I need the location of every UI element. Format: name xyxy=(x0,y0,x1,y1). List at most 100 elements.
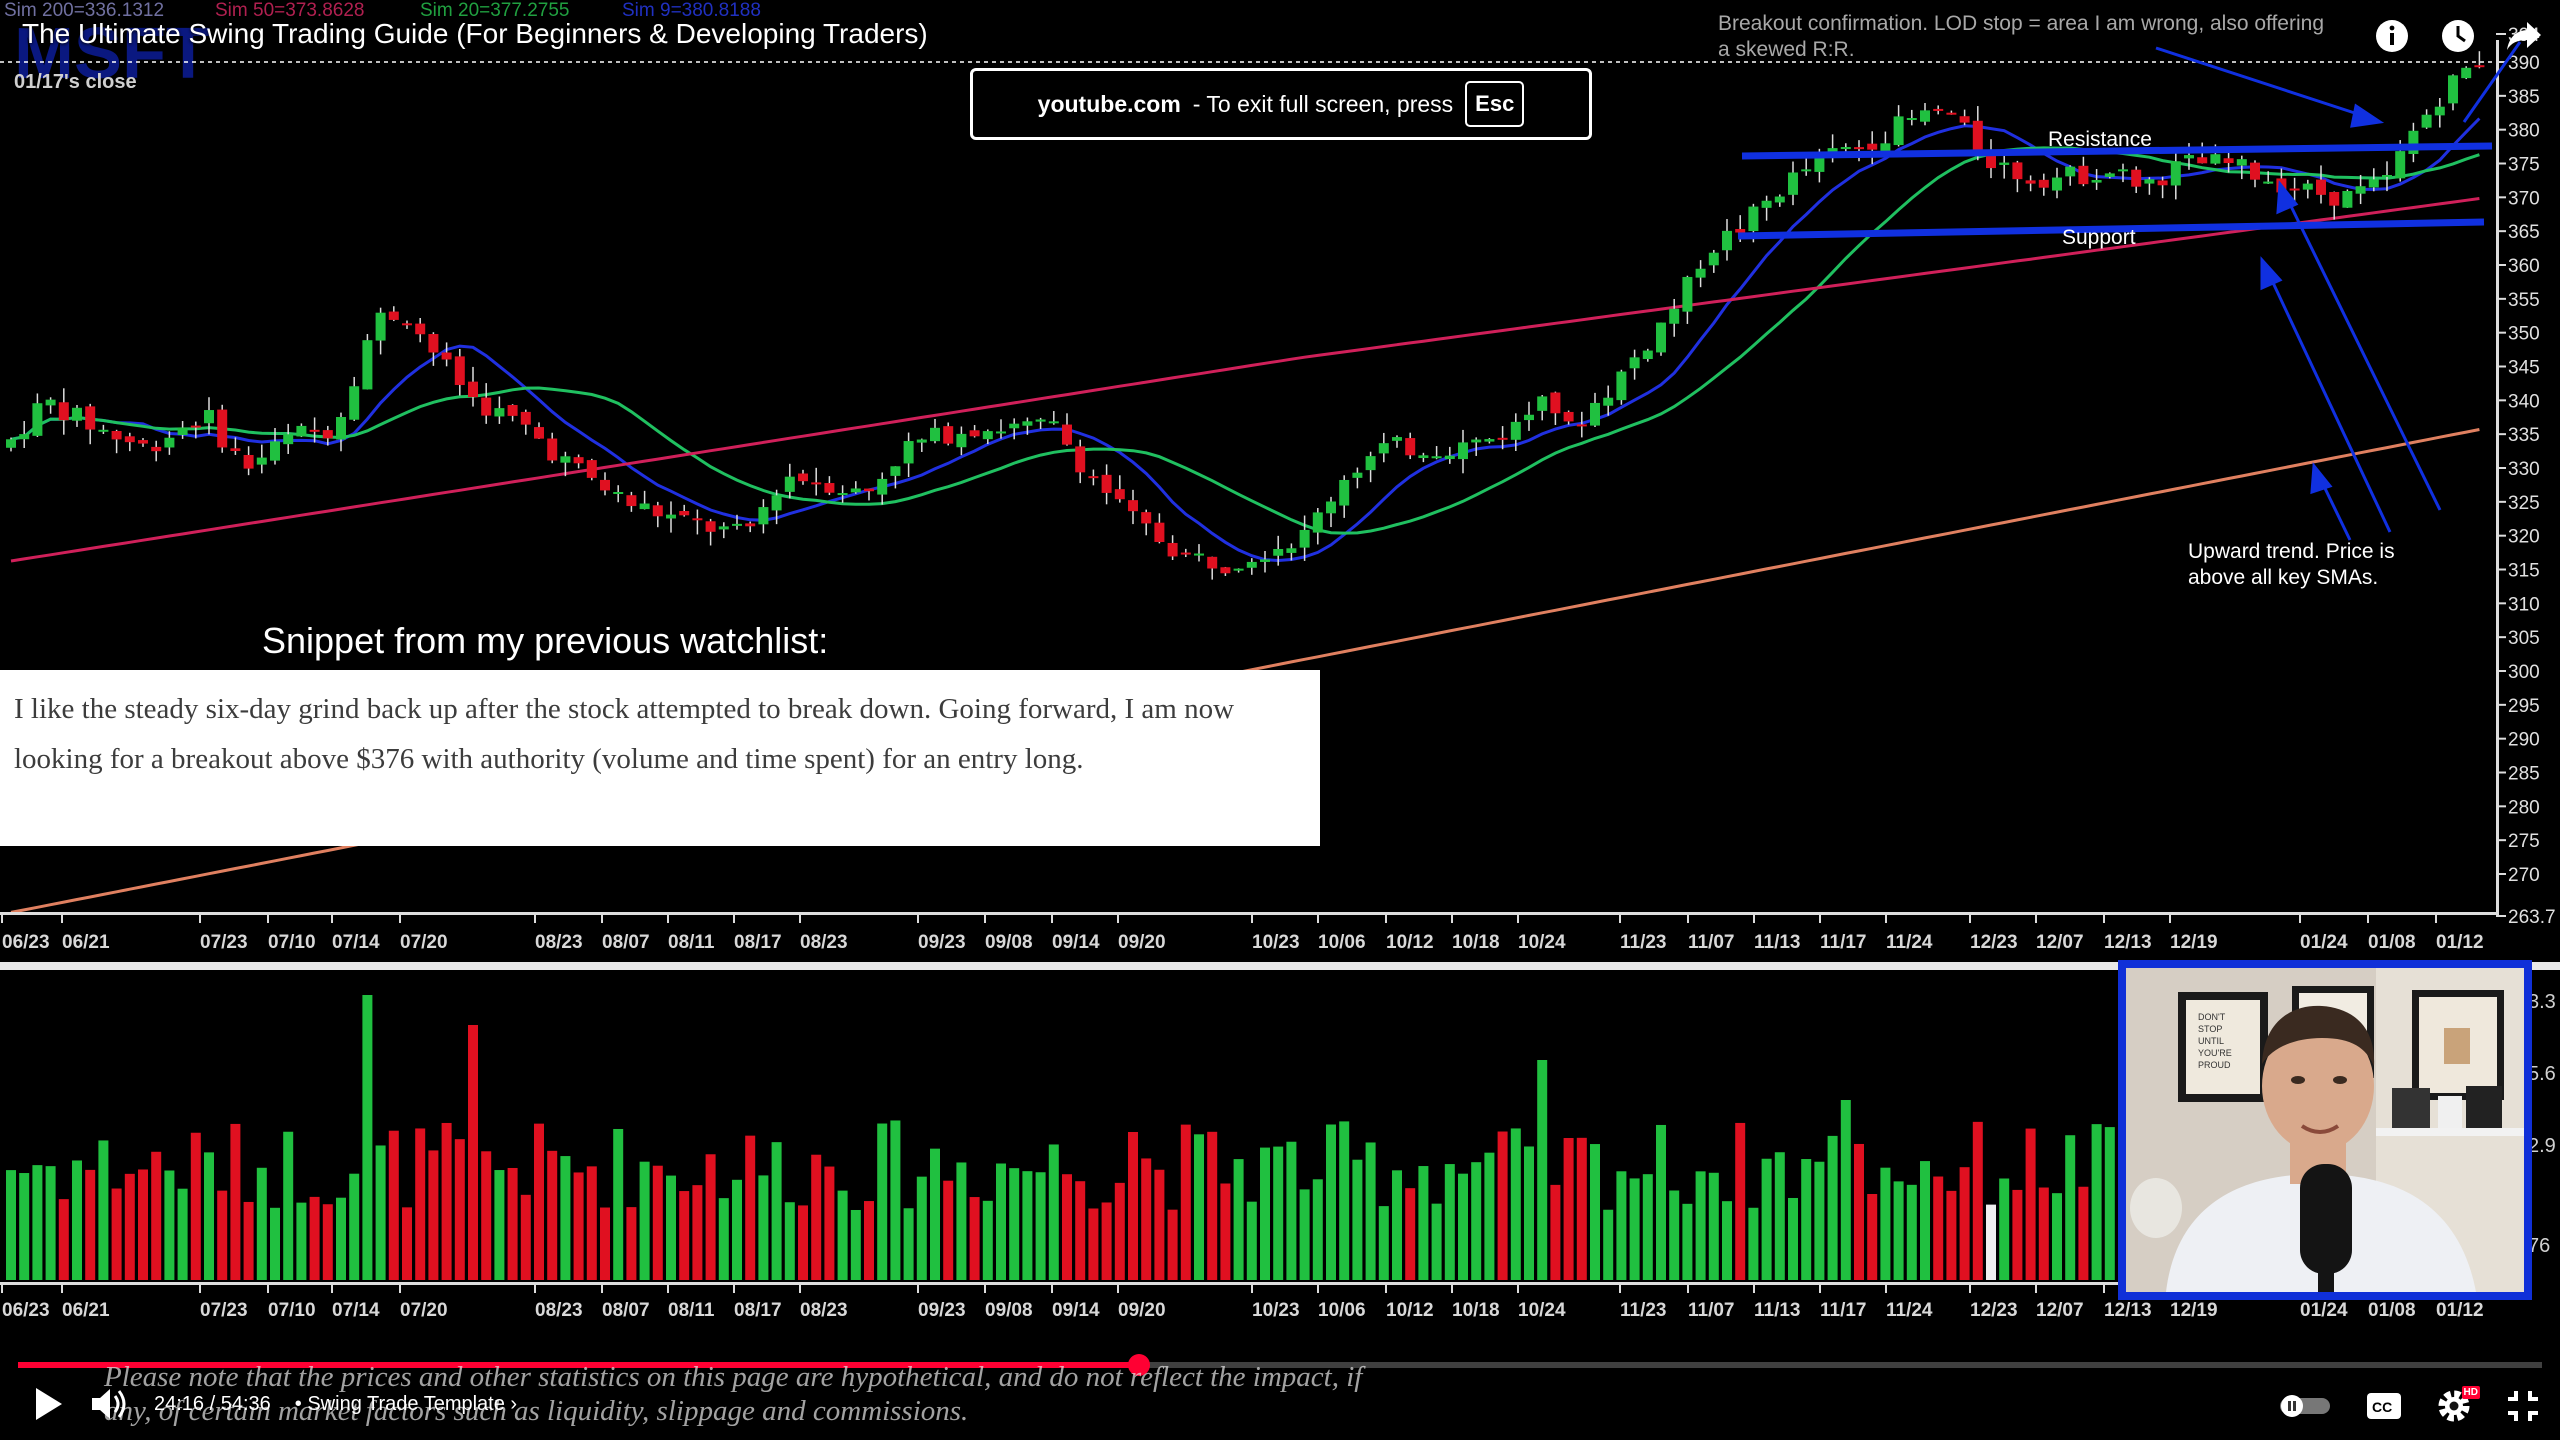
play-icon[interactable] xyxy=(30,1384,66,1424)
date-tick-label: 12/23 xyxy=(1970,1300,2018,1321)
candle-body xyxy=(943,426,954,444)
candle-body xyxy=(85,406,96,430)
candle-body xyxy=(1299,529,1310,548)
candle-body xyxy=(507,405,518,416)
candle-body xyxy=(916,439,927,443)
candle-body xyxy=(2329,192,2340,206)
candle-body xyxy=(2038,179,2049,188)
watchlist-snippet: I like the steady six-day grind back up … xyxy=(0,670,1320,846)
clock-icon[interactable] xyxy=(2436,14,2480,58)
player-controls-right: CC HD xyxy=(2278,1382,2540,1430)
price-tick-label: 350 xyxy=(2508,324,2540,345)
volume-bar xyxy=(692,1185,703,1280)
candle-body xyxy=(1642,350,1653,360)
volume-bar xyxy=(1194,1134,1204,1280)
volume-bar xyxy=(1695,1171,1706,1280)
volume-bar xyxy=(1075,1181,1086,1280)
candle-body xyxy=(481,397,492,416)
candle-body xyxy=(1986,149,1996,169)
candle-body xyxy=(1418,455,1429,459)
volume-bar xyxy=(322,1204,333,1280)
volume-bar xyxy=(679,1191,690,1280)
volume-bar xyxy=(1972,1121,1983,1280)
chapter-title[interactable]: • Swing Trade Template › xyxy=(295,1393,517,1416)
volume-bar xyxy=(1814,1161,1825,1280)
candle-body xyxy=(1761,200,1772,208)
volume-bar xyxy=(1128,1132,1138,1280)
candle-body xyxy=(2434,106,2445,116)
esc-key-badge: Esc xyxy=(1465,81,1525,127)
candle-body xyxy=(1180,552,1191,555)
date-axis-bottom: 06/23 06/21 07/23 07/10 07/14 07/20 08/23 08/07… xyxy=(1,1285,2484,1321)
date-tick-label: 07/14 xyxy=(332,1300,380,1321)
sma-legend-9: Sim 9=380.8188 xyxy=(622,0,761,21)
volume-scale-1: 3.3 xyxy=(2528,991,2556,1013)
candle-body xyxy=(771,495,782,511)
share-icon[interactable] xyxy=(2502,14,2546,58)
watchlist-heading: Snippet from my previous watchlist: xyxy=(262,620,829,661)
candle-body xyxy=(1246,561,1257,568)
volume-bar xyxy=(1827,1135,1838,1280)
candle-body xyxy=(1154,522,1165,542)
date-tick-label: 08/23 xyxy=(535,1300,583,1321)
volume-bar xyxy=(1946,1190,1957,1280)
info-icon[interactable] xyxy=(2370,14,2414,58)
progress-scrubber-handle[interactable] xyxy=(1127,1354,1150,1376)
price-tick-label: 275 xyxy=(2508,831,2540,852)
candle-body xyxy=(1022,421,1033,426)
price-tick-label: 340 xyxy=(2508,391,2540,412)
date-tick-label: 11/13 xyxy=(1754,1300,1801,1321)
candle-body xyxy=(124,436,135,443)
price-tick-label: 263.7 xyxy=(2508,907,2556,928)
video-title[interactable]: The Ultimate Swing Trading Guide (For Be… xyxy=(22,18,928,49)
volume-bar xyxy=(1867,1194,1878,1280)
volume-bar xyxy=(745,1135,756,1280)
volume-bar xyxy=(1312,1179,1323,1280)
volume-bar xyxy=(639,1161,650,1280)
candle-body xyxy=(1326,501,1336,514)
volume-bar xyxy=(1339,1121,1350,1280)
candle-body xyxy=(2170,161,2181,186)
candle-body xyxy=(1840,147,1851,150)
captions-icon[interactable]: CC xyxy=(2366,1392,2402,1420)
resistance-line xyxy=(1741,142,2493,160)
close-date-label: 01/17's close xyxy=(14,71,137,93)
price-tick-label: 370 xyxy=(2508,188,2540,209)
settings-gear-icon[interactable]: HD xyxy=(2436,1386,2480,1424)
volume-bar xyxy=(58,1199,69,1280)
progress-bar[interactable] xyxy=(18,1354,2542,1376)
price-tick-label: 310 xyxy=(2508,594,2540,615)
candle-body xyxy=(2052,177,2062,191)
volume-bar xyxy=(388,1130,399,1280)
candle-body xyxy=(2421,114,2432,128)
candle-body xyxy=(1629,357,1640,369)
volume-bar xyxy=(1431,1203,1442,1280)
date-tick-label: 08/07 xyxy=(602,932,650,953)
price-tick-label: 345 xyxy=(2508,358,2540,379)
date-tick-label: 12/19 xyxy=(2170,932,2218,953)
volume-scale-2: 5.6 xyxy=(2528,1063,2556,1085)
watchlist-text: I like the steady six-day grind back up … xyxy=(14,693,1235,775)
candle-body xyxy=(2382,175,2392,178)
volume-bar xyxy=(2025,1128,2036,1280)
volume-icon[interactable] xyxy=(90,1386,130,1422)
volume-bar xyxy=(1352,1159,1363,1280)
autoplay-toggle-icon[interactable] xyxy=(2278,1394,2332,1418)
volume-bar xyxy=(613,1128,624,1280)
candle-body xyxy=(322,430,333,439)
volume-bar xyxy=(336,1197,346,1280)
exit-fullscreen-icon[interactable] xyxy=(2506,1389,2540,1423)
price-tick-label: 335 xyxy=(2508,425,2540,446)
candle-body xyxy=(1286,548,1297,553)
candle-body xyxy=(2223,158,2234,164)
candle-body xyxy=(1893,116,1904,146)
candle-body xyxy=(441,352,452,360)
candle-body xyxy=(2012,162,2023,180)
price-tick-label: 385 xyxy=(2508,87,2540,108)
volume-bar xyxy=(72,1160,82,1280)
volume-bar xyxy=(824,1166,835,1280)
volume-bar xyxy=(1669,1190,1680,1280)
candle-body xyxy=(2065,166,2076,177)
candle-body xyxy=(824,483,835,493)
